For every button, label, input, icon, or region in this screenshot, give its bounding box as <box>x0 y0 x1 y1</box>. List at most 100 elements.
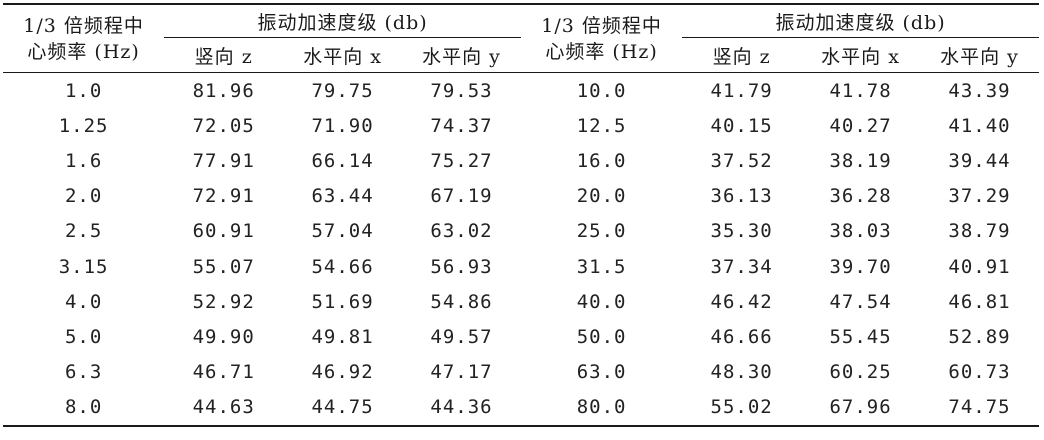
header-freq-left: 1/3 倍频程中 心频率 (Hz) <box>3 3 165 73</box>
cell-horizontal-y-left: 67.19 <box>430 185 493 208</box>
table-row: 6.3 46.71 46.92 47.17 63.0 48.30 60.25 60.73 <box>3 355 1039 390</box>
cell-horizontal-y-right: 43.39 <box>948 79 1011 102</box>
table-body: 1.0 81.96 79.75 79.53 10.0 41.79 41.78 43.39 1.2… <box>3 73 1039 427</box>
cell-vertical-z-right: 37.34 <box>710 255 773 278</box>
table-row: 2.5 60.91 57.04 63.02 25.0 35.30 38.03 38.79 <box>3 214 1039 249</box>
cell-horizontal-x-right: 38.19 <box>829 149 892 172</box>
cell-horizontal-y-left: 74.37 <box>430 114 493 137</box>
cell-horizontal-x-left: 63.44 <box>311 185 374 208</box>
table-row: 4.0 52.92 51.69 54.86 40.0 46.42 47.54 46.81 <box>3 284 1039 319</box>
cell-horizontal-x-right: 39.70 <box>829 255 892 278</box>
cell-vertical-z-left: 77.91 <box>192 149 255 172</box>
cell-freq-right: 20.0 <box>576 185 627 208</box>
cell-freq-right: 63.0 <box>576 361 627 384</box>
cell-vertical-z-left: 81.96 <box>192 79 255 102</box>
cell-vertical-z-right: 46.42 <box>710 290 773 313</box>
cell-freq-right: 80.0 <box>520 389 683 427</box>
table-row: 5.0 49.90 49.81 49.57 50.0 46.66 55.45 52.89 <box>3 319 1039 354</box>
cell-horizontal-y-right: 41.40 <box>948 114 1011 137</box>
cell-horizontal-x-right: 60.25 <box>829 361 892 384</box>
cell-horizontal-y-right: 39.44 <box>948 149 1011 172</box>
cell-vertical-z-left: 52.92 <box>192 290 255 313</box>
header-group-right: 振动加速度级 (db) <box>682 3 1039 38</box>
cell-vertical-z-left: 49.90 <box>192 325 255 348</box>
cell-horizontal-y-right: 52.89 <box>948 325 1011 348</box>
cell-vertical-z-right: 36.13 <box>710 185 773 208</box>
cell-horizontal-y-left: 56.93 <box>430 255 493 278</box>
cell-vertical-z-right: 46.66 <box>710 325 773 348</box>
table-row: 3.15 55.07 54.66 56.93 31.5 37.34 39.70 40.91 <box>3 249 1039 284</box>
table-row: 1.0 81.96 79.75 79.53 10.0 41.79 41.78 43.39 <box>3 73 1039 109</box>
cell-horizontal-y-left: 79.53 <box>430 79 493 102</box>
vibration-table-container: 1/3 倍频程中 心频率 (Hz) 振动加速度级 (db) 1/3 倍频程中 心频率… <box>3 3 1039 427</box>
cell-freq-right: 50.0 <box>576 325 627 348</box>
cell-vertical-z-right: 37.52 <box>710 149 773 172</box>
table-row: 1.6 77.91 66.14 75.27 16.0 37.52 38.19 39.44 <box>3 143 1039 178</box>
table-row: 8.0 44.63 44.75 44.36 80.0 55.02 67.96 74.75 <box>3 389 1039 427</box>
cell-horizontal-y-right: 37.29 <box>948 185 1011 208</box>
header-vertical-z-left: 竖向 z <box>164 37 284 73</box>
cell-horizontal-y-right: 38.79 <box>948 220 1011 243</box>
cell-freq-right: 40.0 <box>576 290 627 313</box>
cell-horizontal-x-right: 36.28 <box>829 185 892 208</box>
cell-horizontal-x-right: 47.54 <box>829 290 892 313</box>
cell-vertical-z-left: 44.63 <box>164 389 284 427</box>
freq-header-line: 心频率 (Hz) <box>545 40 658 63</box>
cell-horizontal-x-left: 54.66 <box>311 255 374 278</box>
cell-horizontal-x-right: 38.03 <box>829 220 892 243</box>
cell-freq-left: 2.0 <box>64 185 103 208</box>
cell-horizontal-x-left: 44.75 <box>283 389 403 427</box>
cell-freq-right: 31.5 <box>576 255 627 278</box>
cell-horizontal-y-right: 60.73 <box>948 361 1011 384</box>
vibration-level-table: 1/3 倍频程中 心频率 (Hz) 振动加速度级 (db) 1/3 倍频程中 心频率… <box>3 3 1039 427</box>
header-horizontal-x-left: 水平向 x <box>283 37 403 73</box>
cell-vertical-z-left: 72.05 <box>192 114 255 137</box>
cell-freq-right: 25.0 <box>576 220 627 243</box>
cell-horizontal-x-right: 67.96 <box>801 389 920 427</box>
freq-header-line: 心频率 (Hz) <box>27 40 140 63</box>
header-horizontal-y-right: 水平向 y <box>920 37 1039 73</box>
cell-freq-left: 8.0 <box>3 389 165 427</box>
cell-freq-left: 5.0 <box>64 325 103 348</box>
cell-freq-left: 2.5 <box>64 220 103 243</box>
cell-vertical-z-left: 46.71 <box>192 361 255 384</box>
cell-horizontal-x-left: 51.69 <box>311 290 374 313</box>
cell-horizontal-y-left: 44.36 <box>402 389 521 427</box>
cell-horizontal-y-right: 40.91 <box>948 255 1011 278</box>
cell-horizontal-x-right: 40.27 <box>829 114 892 137</box>
header-horizontal-y-left: 水平向 y <box>402 37 521 73</box>
cell-horizontal-y-left: 63.02 <box>430 220 493 243</box>
cell-vertical-z-right: 55.02 <box>682 389 802 427</box>
cell-freq-left: 1.0 <box>64 79 103 102</box>
freq-header-line: 1/3 倍频程中 <box>541 14 662 37</box>
cell-horizontal-x-left: 79.75 <box>311 79 374 102</box>
cell-horizontal-x-left: 71.90 <box>311 114 374 137</box>
cell-horizontal-y-left: 49.57 <box>430 325 493 348</box>
cell-freq-left: 1.6 <box>64 149 103 172</box>
cell-freq-left: 1.25 <box>58 114 109 137</box>
header-group-left: 振动加速度级 (db) <box>164 3 521 38</box>
cell-horizontal-y-right: 46.81 <box>948 290 1011 313</box>
cell-vertical-z-right: 35.30 <box>710 220 773 243</box>
cell-horizontal-x-left: 57.04 <box>311 220 374 243</box>
table-row: 1.25 72.05 71.90 74.37 12.5 40.15 40.27 41.40 <box>3 108 1039 143</box>
cell-freq-right: 12.5 <box>576 114 627 137</box>
cell-horizontal-y-left: 54.86 <box>430 290 493 313</box>
cell-horizontal-x-right: 55.45 <box>829 325 892 348</box>
cell-freq-right: 10.0 <box>576 79 627 102</box>
cell-horizontal-y-right: 74.75 <box>920 389 1039 427</box>
header-vertical-z-right: 竖向 z <box>682 37 802 73</box>
cell-vertical-z-left: 55.07 <box>192 255 255 278</box>
cell-horizontal-x-right: 41.78 <box>829 79 892 102</box>
header-freq-right: 1/3 倍频程中 心频率 (Hz) <box>520 3 683 73</box>
cell-horizontal-x-left: 66.14 <box>311 149 374 172</box>
cell-horizontal-y-left: 75.27 <box>430 149 493 172</box>
cell-horizontal-x-left: 46.92 <box>311 361 374 384</box>
cell-vertical-z-right: 40.15 <box>710 114 773 137</box>
cell-horizontal-y-left: 47.17 <box>430 361 493 384</box>
cell-vertical-z-left: 72.91 <box>192 185 255 208</box>
cell-vertical-z-right: 41.79 <box>710 79 773 102</box>
freq-header-line: 1/3 倍频程中 <box>23 14 144 37</box>
cell-freq-left: 4.0 <box>64 290 103 313</box>
cell-vertical-z-left: 60.91 <box>192 220 255 243</box>
